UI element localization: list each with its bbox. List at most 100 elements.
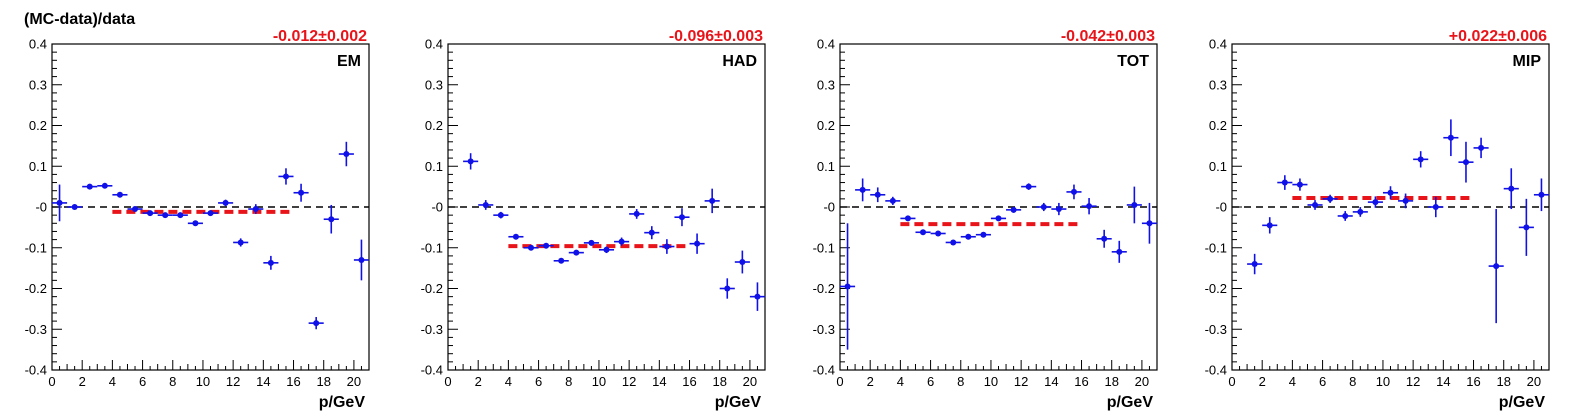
data-point: [323, 204, 339, 234]
point-marker: [1070, 188, 1077, 195]
x-tick-label: 20: [743, 374, 757, 389]
data-point: [1066, 184, 1082, 200]
x-axis-label: p/GeV: [715, 394, 762, 411]
data-point: [1473, 137, 1489, 159]
data-point: [1367, 196, 1383, 208]
data-point: [308, 317, 324, 330]
x-tick-label: 6: [927, 374, 934, 389]
data-point: [629, 209, 645, 219]
data-point: [734, 250, 750, 274]
data-point: [493, 211, 509, 219]
point-marker: [935, 230, 942, 237]
data-point: [112, 191, 128, 198]
point-marker: [678, 214, 685, 221]
data-point: [1051, 202, 1067, 216]
data-point: [659, 239, 675, 254]
y-tick-label: -0.4: [1205, 363, 1227, 378]
panel-label: HAD: [722, 53, 757, 70]
point-marker: [1508, 185, 1515, 192]
x-tick-label: 2: [1259, 374, 1266, 389]
point-marker: [965, 233, 972, 240]
x-tick-label: 0: [836, 374, 843, 389]
x-tick-label: 16: [1466, 374, 1480, 389]
point-marker: [1523, 224, 1530, 231]
y-tick-label: -0.1: [421, 240, 443, 255]
point-marker: [1101, 235, 1108, 242]
data-point: [674, 208, 690, 227]
data-point: [1488, 209, 1504, 324]
x-tick-label: 10: [196, 374, 210, 389]
data-point: [1126, 186, 1142, 224]
point-marker: [889, 197, 896, 204]
data-point: [338, 141, 354, 167]
y-tick-label: -0.3: [421, 322, 443, 337]
data-point: [1458, 141, 1474, 183]
y-tick-label: -0.2: [813, 281, 835, 296]
x-tick-label: 6: [535, 374, 542, 389]
point-marker: [1131, 201, 1138, 208]
fit-result-label: -0.042±0.003: [1061, 28, 1155, 45]
panel-tot: 0 2 4 6 8 10 12 14 16 18 20 -0.4 -0.3 -0.2 -0.1 -0 0.1 0.…: [813, 28, 1158, 411]
x-tick-label: 14: [1044, 374, 1058, 389]
y-tick-label: 0.3: [1209, 77, 1227, 92]
fit-result-label: -0.096±0.003: [669, 28, 763, 45]
x-tick-label: 20: [1135, 374, 1149, 389]
x-tick-label: 0: [444, 374, 451, 389]
point-marker: [298, 189, 305, 196]
point-marker: [1055, 206, 1062, 213]
data-point: [1111, 240, 1127, 263]
point-marker: [282, 173, 289, 180]
y-tick-label: -0: [431, 200, 443, 215]
point-marker: [222, 199, 229, 206]
data-point: [990, 215, 1007, 222]
y-tick-label: -0: [35, 200, 47, 215]
data-point: [1006, 206, 1022, 213]
data-point: [930, 230, 946, 237]
y-tick-label: 0.2: [425, 118, 443, 133]
y-tick-label: 0.3: [29, 77, 47, 92]
data-point: [97, 182, 113, 189]
point-marker: [1387, 189, 1394, 196]
data-point: [644, 226, 660, 240]
data-point: [1322, 194, 1338, 203]
data-point: [719, 278, 735, 299]
x-tick-label: 14: [256, 374, 270, 389]
point-marker: [995, 215, 1002, 222]
data-point: [202, 210, 219, 217]
data-point: [689, 233, 705, 254]
data-point: [553, 257, 569, 264]
point-marker: [528, 244, 535, 251]
x-tick-label: 2: [475, 374, 482, 389]
x-tick-label: 10: [592, 374, 606, 389]
point-marker: [980, 231, 987, 238]
point-marker: [1266, 222, 1273, 229]
point-marker: [343, 151, 350, 158]
point-marker: [1281, 179, 1288, 186]
point-marker: [648, 229, 655, 236]
y-tick-label: 0.2: [1209, 118, 1227, 133]
data-point: [1413, 151, 1429, 168]
data-point: [157, 212, 173, 219]
data-point: [1247, 253, 1263, 275]
y-tick-label: 0.4: [425, 37, 443, 52]
x-tick-label: 16: [682, 374, 696, 389]
point-marker: [1116, 248, 1123, 255]
y-tick-label: 0.4: [1209, 37, 1227, 52]
point-marker: [313, 320, 320, 327]
point-marker: [558, 257, 565, 264]
point-marker: [1312, 201, 1319, 208]
data-point: [1307, 200, 1323, 210]
y-tick-label: -0.4: [813, 363, 835, 378]
point-marker: [739, 259, 746, 266]
data-point: [568, 249, 584, 256]
point-marker: [358, 256, 365, 263]
point-marker: [633, 210, 640, 217]
y-tick-label: -0.2: [421, 281, 443, 296]
x-tick-label: 8: [1349, 374, 1356, 389]
x-axis-label: p/GeV: [319, 394, 366, 411]
point-marker: [1342, 212, 1349, 219]
x-tick-label: 6: [139, 374, 146, 389]
x-tick-label: 2: [79, 374, 86, 389]
data-point: [1443, 119, 1459, 157]
